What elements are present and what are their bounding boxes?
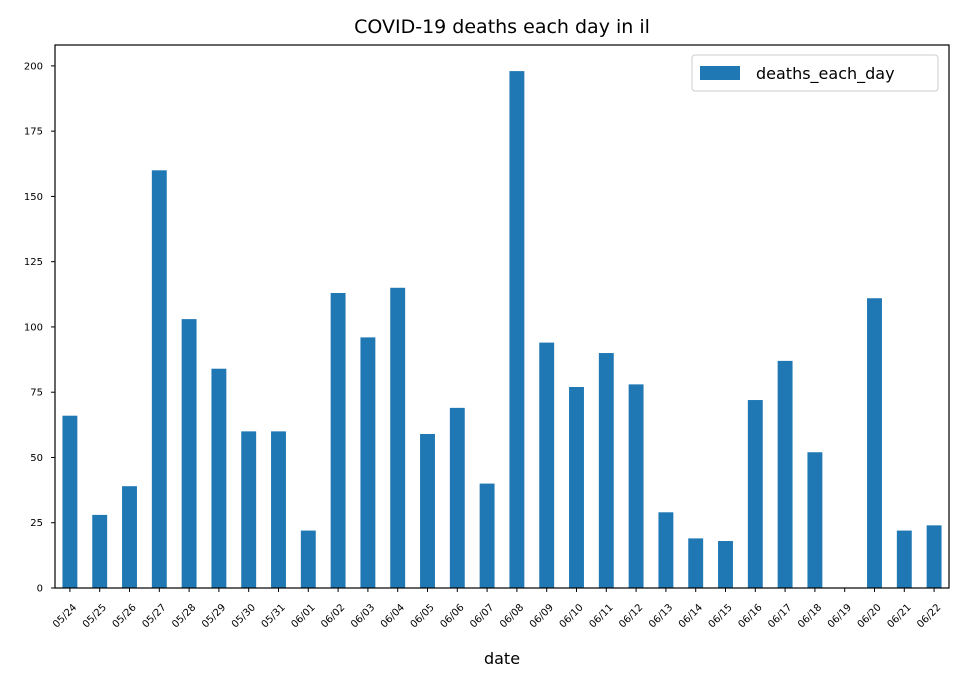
y-tick-label: 75 xyxy=(30,388,43,399)
bar-06-14 xyxy=(688,538,704,588)
x-tick-label: 05/29 xyxy=(200,602,228,630)
bar-06-09 xyxy=(539,342,555,588)
y-tick-label: 25 xyxy=(30,518,43,529)
y-tick-label: 150 xyxy=(24,192,43,203)
bar-06-15 xyxy=(718,541,733,588)
x-tick-label: 06/04 xyxy=(379,602,407,630)
chart-title: COVID-19 deaths each day in il xyxy=(354,16,650,38)
bar-06-17 xyxy=(777,360,793,588)
bar-06-02 xyxy=(330,293,346,588)
bar-06-13 xyxy=(658,512,674,588)
x-axis: 05/24 05/25 05/26 05/27 05/28 05/29 05/30 05/31… xyxy=(51,588,943,630)
x-tick-label: 06/07 xyxy=(468,602,496,630)
legend: deaths_each_day xyxy=(691,54,939,92)
x-tick-label: 05/28 xyxy=(170,602,198,630)
y-tick-label: 0 xyxy=(37,584,43,595)
bar-06-05 xyxy=(420,433,435,588)
bar-06-04 xyxy=(390,287,406,588)
bar-06-11 xyxy=(598,353,614,588)
legend-box xyxy=(691,54,939,92)
bar-06-10 xyxy=(569,386,584,588)
x-tick-label: 06/03 xyxy=(349,602,377,630)
bar-06-20 xyxy=(867,298,882,588)
x-axis-label: date xyxy=(484,649,520,668)
y-tick-label: 200 xyxy=(24,61,43,72)
x-tick-label: 06/18 xyxy=(796,602,824,630)
bar-05-30 xyxy=(241,431,257,588)
bar-05-28 xyxy=(181,319,197,588)
x-tick-label: 06/02 xyxy=(319,602,347,630)
x-tick-label: 06/17 xyxy=(766,602,794,630)
x-tick-label: 05/27 xyxy=(140,602,168,630)
bar-06-07 xyxy=(479,483,495,588)
bar-06-03 xyxy=(360,337,376,588)
bar-06-21 xyxy=(896,530,912,588)
bar-06-06 xyxy=(449,407,465,588)
x-tick-label: 06/12 xyxy=(617,602,645,630)
x-tick-label: 06/13 xyxy=(647,602,675,630)
bar-05-26 xyxy=(122,486,137,588)
y-tick-label: 125 xyxy=(24,257,43,268)
legend-label: deaths_each_day xyxy=(756,64,895,84)
y-tick-label: 175 xyxy=(24,127,43,138)
x-tick-label: 06/10 xyxy=(558,602,586,630)
y-tick-label: 100 xyxy=(24,322,43,333)
x-tick-label: 06/21 xyxy=(885,602,913,630)
bar-series xyxy=(62,71,942,589)
bar-06-12 xyxy=(628,384,644,588)
x-tick-label: 06/11 xyxy=(587,602,615,630)
bar-05-27 xyxy=(151,170,167,589)
bar-05-31 xyxy=(271,431,286,588)
legend-swatch xyxy=(700,66,740,80)
plot-frame xyxy=(54,44,950,589)
x-tick-label: 06/20 xyxy=(856,602,884,630)
y-axis: 0 25 50 75 100 125 150 175 200 xyxy=(24,61,55,595)
bar-06-22 xyxy=(926,525,942,588)
bar-06-08 xyxy=(509,71,525,588)
x-tick-label: 06/09 xyxy=(528,602,556,630)
x-tick-label: 05/31 xyxy=(260,602,288,630)
x-tick-label: 06/01 xyxy=(289,602,317,630)
x-tick-label: 06/22 xyxy=(915,602,943,630)
y-tick-label: 50 xyxy=(30,453,43,464)
x-tick-label: 06/16 xyxy=(736,602,764,630)
x-tick-label: 05/24 xyxy=(51,602,79,630)
bar-05-25 xyxy=(92,514,108,588)
x-tick-label: 06/14 xyxy=(677,602,705,630)
bar-05-29 xyxy=(211,368,227,588)
x-tick-label: 05/26 xyxy=(111,602,139,630)
x-tick-label: 06/06 xyxy=(438,602,466,630)
x-tick-label: 06/15 xyxy=(707,602,735,630)
x-tick-label: 05/25 xyxy=(81,602,109,630)
x-tick-label: 05/30 xyxy=(230,602,258,630)
x-tick-label: 06/05 xyxy=(409,602,437,630)
bar-06-18 xyxy=(807,452,823,588)
bar-06-01 xyxy=(300,530,316,588)
bar-06-16 xyxy=(747,400,763,588)
x-tick-label: 06/08 xyxy=(498,602,526,630)
x-tick-label: 06/19 xyxy=(826,602,854,630)
bar-05-24 xyxy=(62,415,78,588)
